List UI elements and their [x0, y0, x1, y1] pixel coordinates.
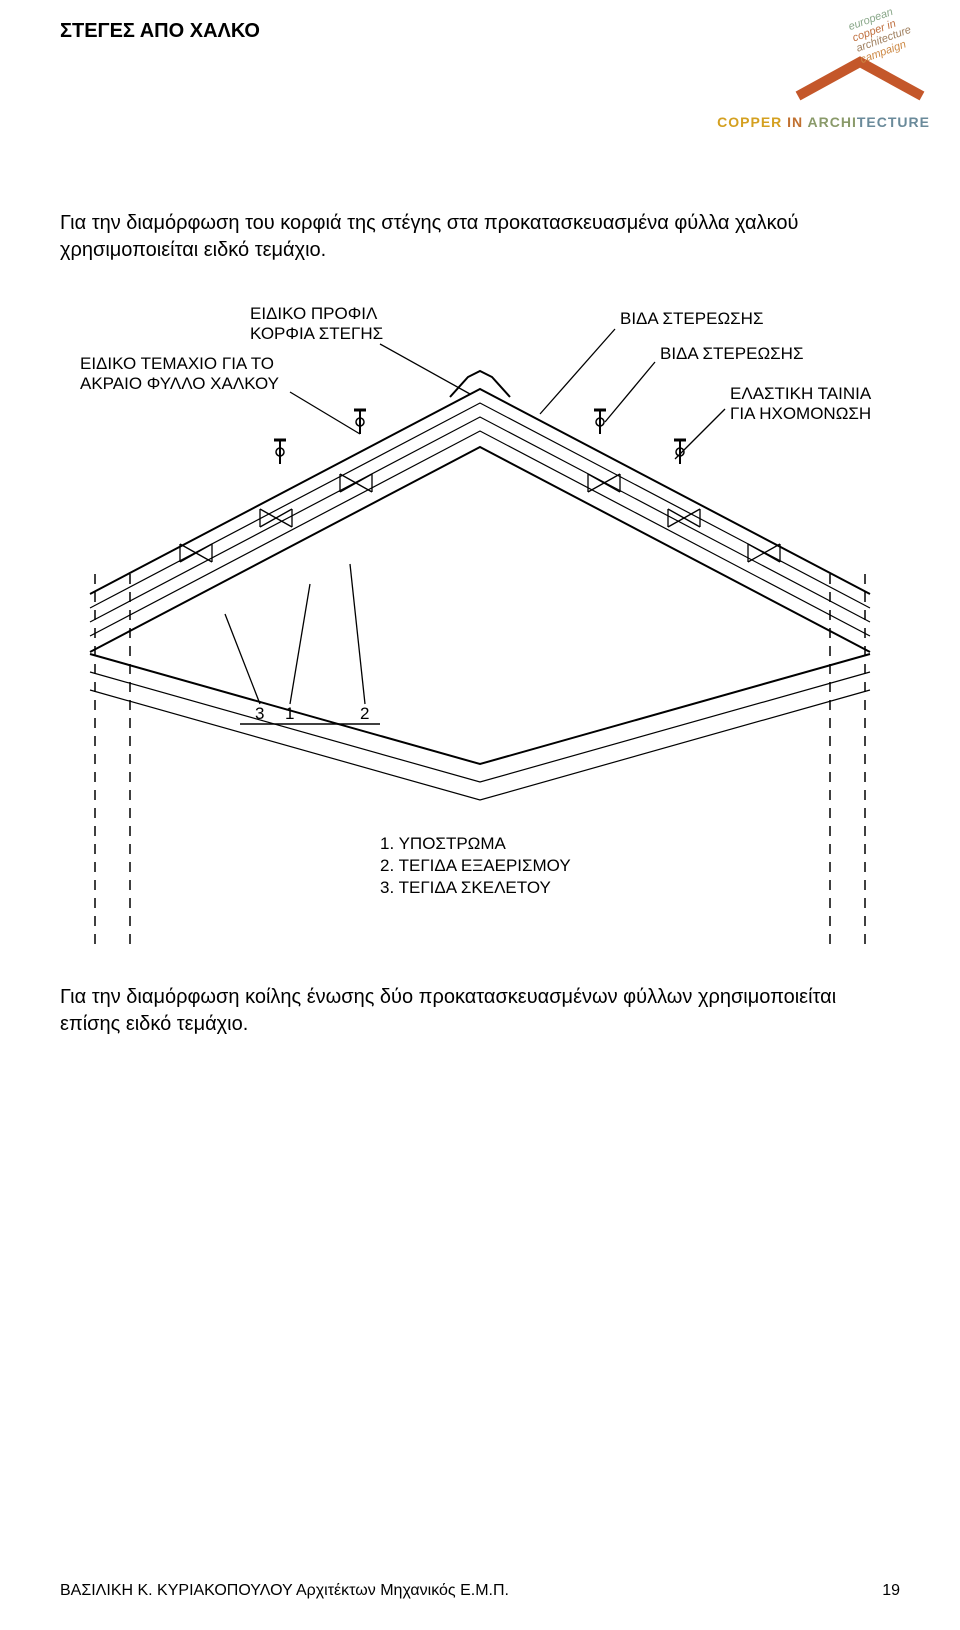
page-number: 19	[882, 1582, 900, 1600]
svg-text:3. ΤΕΓΙΔΑ ΣΚΕΛΕΤΟΥ: 3. ΤΕΓΙΔΑ ΣΚΕΛΕΤΟΥ	[380, 878, 551, 897]
footer-author: ΒΑΣΙΛΙΚΗ Κ. ΚΥΡΙΑΚΟΠΟΥΛΟΥ Αρχιτέκτων Μηχ…	[60, 1582, 509, 1600]
svg-text:1. ΥΠΟΣΤΡΩΜΑ: 1. ΥΠΟΣΤΡΩΜΑ	[380, 834, 507, 853]
svg-text:2: 2	[360, 704, 369, 723]
intro-paragraph: Για την διαμόρφωση του κορφιά της στέγης…	[60, 210, 880, 264]
svg-text:1: 1	[285, 704, 294, 723]
svg-text:ΚΟΡΦΙΑ ΣΤΕΓΗΣ: ΚΟΡΦΙΑ ΣΤΕΓΗΣ	[250, 324, 383, 343]
svg-text:ΒΙΔΑ ΣΤΕΡΕΩΣΗΣ: ΒΙΔΑ ΣΤΕΡΕΩΣΗΣ	[660, 344, 803, 363]
svg-text:3: 3	[255, 704, 264, 723]
svg-text:ΕΛΑΣΤΙΚΗ ΤΑΙΝΙΑ: ΕΛΑΣΤΙΚΗ ΤΑΙΝΙΑ	[730, 384, 872, 403]
ridge-detail-diagram: ΕΙΔΙΚΟ ΠΡΟΦΙΛΚΟΡΦΙΑ ΣΤΕΓΗΣ ΕΙΔΙΚΟ ΤΕΜΑΧΙΟ…	[60, 294, 900, 954]
svg-text:2. ΤΕΓΙΔΑ ΕΞΑΕΡΙΣΜΟΥ: 2. ΤΕΓΙΔΑ ΕΞΑΕΡΙΣΜΟΥ	[380, 856, 571, 875]
page-footer: ΒΑΣΙΛΙΚΗ Κ. ΚΥΡΙΑΚΟΠΟΥΛΟΥ Αρχιτέκτων Μηχ…	[60, 1582, 900, 1600]
org-logo: european copper in architecture campaign…	[717, 20, 930, 130]
svg-text:ΕΙΔΙΚΟ ΤΕΜΑΧΙΟ ΓΙΑ ΤΟ: ΕΙΔΙΚΟ ΤΕΜΑΧΙΟ ΓΙΑ ΤΟ	[80, 354, 274, 373]
page-title: ΣΤΕΓΕΣ ΑΠΟ ΧΑΛΚΟ	[60, 20, 260, 43]
svg-text:ΓΙΑ ΗΧΟΜΟΝΩΣΗ: ΓΙΑ ΗΧΟΜΟΝΩΣΗ	[730, 404, 871, 423]
roof-icon	[790, 54, 930, 104]
svg-text:ΒΙΔΑ ΣΤΕΡΕΩΣΗΣ: ΒΙΔΑ ΣΤΕΡΕΩΣΗΣ	[620, 309, 763, 328]
page-header: ΣΤΕΓΕΣ ΑΠΟ ΧΑΛΚΟ european copper in arch…	[60, 20, 900, 130]
svg-text:ΑΚΡΑΙΟ ΦΥΛΛΟ ΧΑΛΚΟΥ: ΑΚΡΑΙΟ ΦΥΛΛΟ ΧΑΛΚΟΥ	[80, 374, 279, 393]
second-paragraph: Για την διαμόρφωση κοίλης ένωσης δύο προ…	[60, 984, 880, 1038]
org-name: COPPER IN ARCHITECTURE	[717, 114, 930, 130]
svg-text:ΕΙΔΙΚΟ ΠΡΟΦΙΛ: ΕΙΔΙΚΟ ΠΡΟΦΙΛ	[250, 304, 378, 323]
